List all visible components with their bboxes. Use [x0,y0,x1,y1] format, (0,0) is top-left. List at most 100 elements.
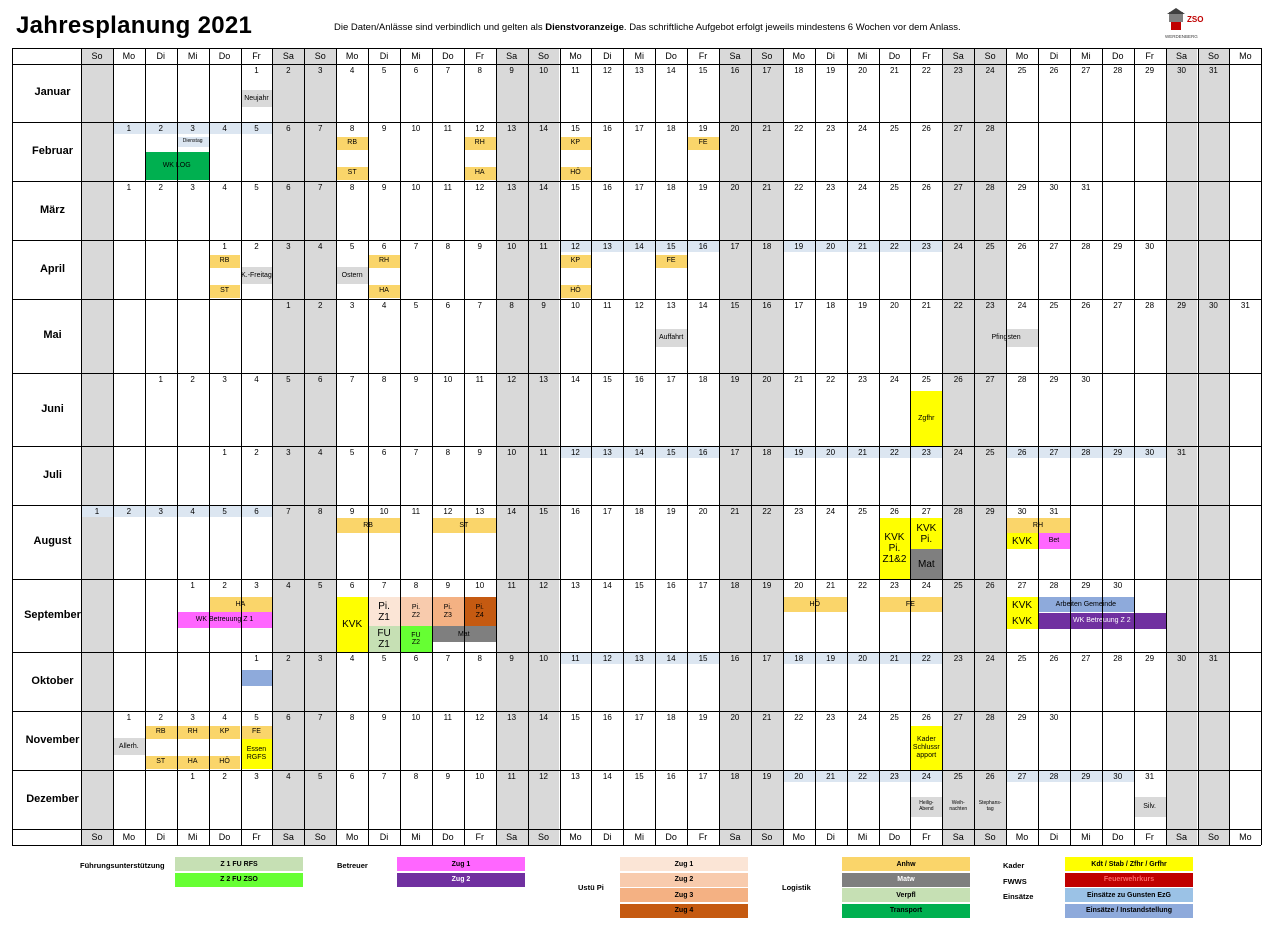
calendar-event[interactable]: HA [463,166,496,180]
calendar-event[interactable]: Pi. Z1 [368,597,400,627]
calendar-event[interactable]: Ostern [336,266,369,285]
calendar-event[interactable]: RH [368,254,400,268]
weekday-header: Mi [634,51,644,61]
calendar-event[interactable]: RH [1006,518,1070,534]
calendar-event[interactable]: FE [655,254,688,268]
calendar-event[interactable]: Pi. Z3 [431,597,464,627]
weekday-footer: Do [888,832,901,842]
day-number: 3 [190,713,195,722]
day-number: 10 [507,448,517,457]
calendar-event[interactable]: RH [176,725,209,739]
calendar-event[interactable]: FE [687,136,719,150]
day-number: 26 [1081,301,1091,310]
calendar-event[interactable]: HA [368,284,400,298]
day-number: 8 [349,124,355,133]
calendar-event[interactable]: HA [176,755,209,769]
weekday-footer: Do [665,832,677,842]
calendar-event[interactable]: ST [208,284,241,298]
day-number: 19 [762,772,772,781]
calendar-event[interactable]: RH [463,136,496,150]
calendar-event[interactable]: ST [144,755,177,769]
calendar-event[interactable]: Arbeiten Gemeinde [1038,597,1134,612]
weekday-header: So [314,51,326,61]
calendar-event[interactable]: Pi. Z2 [400,597,432,627]
calendar-event[interactable]: Heilig- Abend [910,796,943,818]
calendar-event[interactable]: KVK [336,597,369,652]
day-number: 2 [254,242,259,251]
calendar-event[interactable]: Pfingsten [974,328,1038,348]
day-number: 27 [1017,581,1027,590]
day-number: 19 [666,507,676,516]
calendar-event[interactable]: Silv. [1133,796,1166,818]
calendar-event[interactable]: ST [336,166,369,180]
calendar-event[interactable]: Mat [910,549,943,579]
weekday-header: Sa [282,51,294,61]
calendar-event[interactable] [240,669,273,687]
calendar-event[interactable]: Weih- nachten [942,796,975,818]
calendar-event[interactable]: Pi. Z4 [463,597,496,627]
day-number: 22 [858,772,867,781]
calendar-event[interactable]: RB [144,725,177,739]
calendar-event[interactable]: KP [208,725,241,739]
calendar-event[interactable]: RB [336,136,369,150]
calendar-event[interactable]: KVK Pi. Z1&2 [878,518,911,579]
calendar-event[interactable]: FU Z2 [400,626,432,652]
day-number: 31 [1049,507,1059,516]
calendar-event[interactable]: KVK Pi. [910,518,943,550]
weekday-footer: So [314,832,326,842]
weekday-header: Fr [698,51,708,61]
calendar-event[interactable]: Dienstag [176,136,209,148]
weekday-footer: Do [218,832,231,842]
day-number: 10 [411,183,421,192]
day-number: 8 [349,713,355,722]
calendar-event[interactable]: HÖ [559,284,592,298]
day-number: 21 [889,654,899,663]
day-number: 19 [826,66,836,75]
day-number: 5 [222,507,227,516]
day-number: 24 [985,66,995,75]
calendar-event[interactable]: Essen RGFS [240,738,273,769]
calendar-event[interactable]: Auffahrt [655,328,688,348]
calendar-event[interactable]: FE [240,725,273,739]
legend-item: Einsätze / Instandstellung [1065,903,1193,919]
day-number: 1 [126,713,132,722]
calendar-event[interactable]: RB [336,518,400,534]
calendar-event[interactable]: Kader Schlussr apport [910,725,943,770]
legend-label: FWWS [1003,877,1027,886]
day-number: 16 [698,242,708,251]
day-number: 12 [475,713,485,722]
calendar-event[interactable]: WK Betreuung Z 1 [176,611,273,628]
day-number: 19 [762,581,772,590]
calendar-event[interactable]: RB [208,254,241,268]
weekday-footer: Mo [569,832,582,842]
weekday-header: Mo [1015,51,1029,61]
day-number: 21 [858,242,867,251]
calendar-event[interactable]: HÖ [208,755,241,769]
day-number: 19 [794,242,804,251]
calendar-event[interactable]: KP [559,136,592,150]
day-number: 12 [602,654,612,663]
calendar-event[interactable]: Allerh. [112,737,145,756]
logo-text-zso: ZSO [1187,15,1203,24]
calendar-event[interactable]: KVK [1006,533,1038,550]
calendar-event[interactable]: Bet [1038,533,1070,550]
calendar-event[interactable]: KP [559,254,592,268]
calendar-event[interactable]: KVK [1006,613,1038,630]
calendar-event[interactable]: FU Z1 [368,626,400,652]
day-number: 28 [985,713,995,722]
day-number: 15 [602,375,612,384]
day-number: 16 [634,375,644,384]
calendar-event[interactable]: K.-Freitag [240,266,273,285]
calendar-event[interactable]: ST [431,518,496,534]
weekday-header: So [91,51,103,61]
calendar-event[interactable]: KVK [1006,597,1038,614]
day-number: 14 [507,507,517,516]
calendar-event[interactable]: Neujahr [240,90,273,108]
day-number: 13 [507,183,517,192]
calendar-event[interactable]: Zgfhr [910,391,943,446]
calendar-event[interactable]: Mat [431,626,496,643]
day-number: 21 [858,448,867,457]
calendar-event[interactable]: HÖ [559,166,592,180]
calendar-event[interactable]: Stephans- tag [974,796,1007,818]
calendar-event[interactable]: HA [208,597,273,612]
